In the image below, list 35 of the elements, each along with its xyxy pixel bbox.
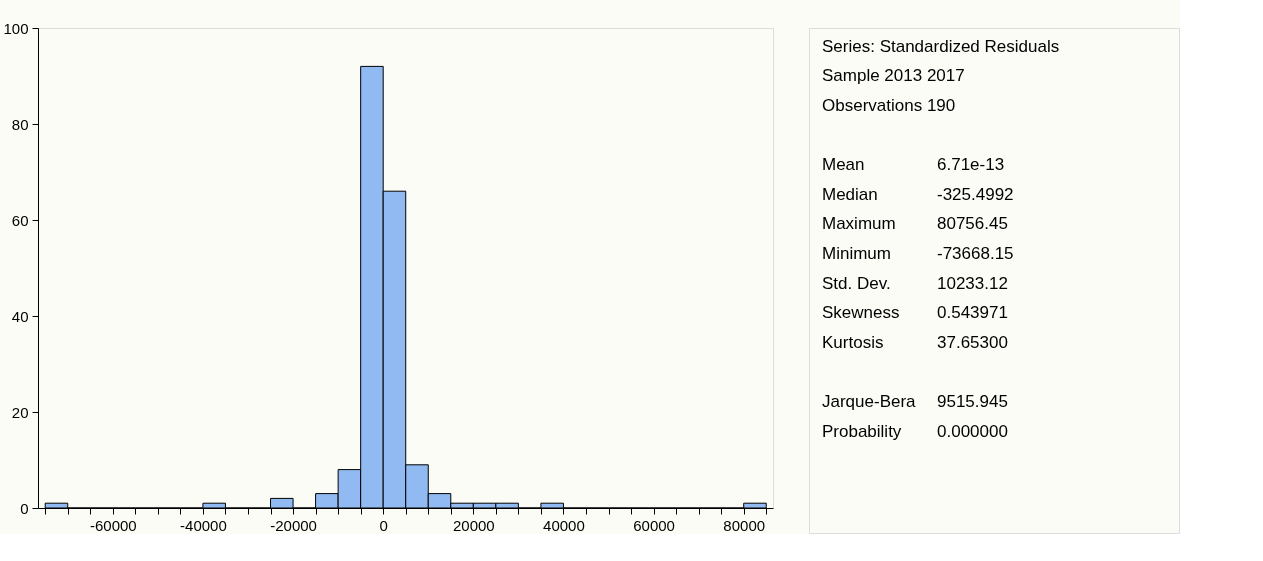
y-tick-label: 80 [11,115,29,133]
x-tick-label: 60000 [633,516,675,534]
y-tick-label: 20 [11,403,29,421]
x-tick-label: 20000 [452,516,495,534]
text: Maximum [822,214,896,234]
x-tick-label: 40000 [543,516,585,534]
text: Median [822,184,878,204]
text: Probability [822,421,902,441]
y-tick-label: 0 [20,499,29,517]
text: -73668.15 [937,244,1014,263]
text: Jarque-Bera [822,392,917,411]
x-tick-label: 0 [379,516,388,534]
x-tick-label: 80000 [723,516,766,534]
text: Series: Standardized Residuals [822,36,1060,56]
text: Std. Dev. [822,273,891,293]
text: 0.543971 [937,303,1008,323]
y-tick-label: 60 [11,211,29,229]
text: 80756.45 [937,214,1008,234]
text: 6.71e-13 [937,155,1005,175]
text: -325.4992 [937,184,1014,204]
text: 10233.12 [937,273,1008,293]
x-tick-label: -20000 [270,516,317,534]
text: 9515.945 [937,392,1008,411]
text: 0.000000 [937,421,1008,441]
text: Skewness [822,303,900,323]
text: Minimum [822,244,891,263]
x-tick-label: -40000 [180,516,227,534]
y-tick-label: 40 [11,307,29,325]
x-tick-label: -60000 [89,516,137,534]
text: 37.65300 [937,332,1008,352]
text: Observations 190 [822,96,956,115]
text: Kurtosis [822,332,884,352]
text: Sample 2013 2017 [822,66,965,86]
y-tick-label: 100 [3,19,29,37]
text: Mean [822,155,865,175]
